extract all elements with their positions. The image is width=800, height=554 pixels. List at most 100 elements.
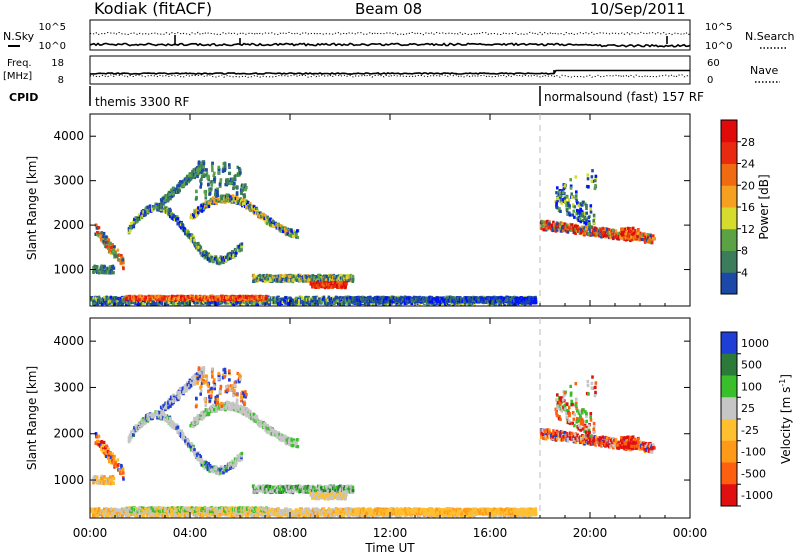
power-cell: [296, 235, 300, 240]
power-cell: [229, 180, 232, 184]
power-cell: [192, 168, 196, 172]
power-cell: [100, 302, 104, 306]
power-cell: [259, 275, 263, 279]
power-cell: [265, 222, 269, 226]
power-cell: [205, 295, 209, 300]
power-cell: [292, 231, 296, 235]
power-cell: [240, 242, 244, 246]
power-cell: [208, 192, 212, 196]
power-cell: [243, 201, 247, 206]
power-cell: [194, 244, 198, 248]
power-cell: [162, 196, 165, 200]
nave-right-tick-bottom: 0: [707, 75, 713, 86]
power-cell: [212, 255, 216, 259]
power-cell: [197, 248, 200, 252]
power-cell: [102, 237, 105, 241]
power-cell: [227, 252, 231, 256]
power-cell: [243, 193, 246, 197]
power-cell: [167, 300, 171, 304]
power-cell: [418, 302, 421, 306]
power-cell: [276, 299, 279, 303]
power-cell: [323, 298, 326, 302]
power-cell: [169, 188, 173, 192]
power-cell: [94, 269, 97, 273]
power-cell: [335, 300, 339, 304]
power-cell: [258, 296, 261, 300]
power-cell: [213, 177, 216, 181]
power-cell: [140, 211, 144, 215]
power-cell: [228, 163, 231, 167]
power-cell: [253, 210, 257, 214]
power-cell: [279, 224, 283, 228]
power-cell: [266, 215, 269, 219]
power-cell: [215, 201, 218, 205]
power-cell: [222, 260, 225, 265]
power-cell: [100, 264, 104, 268]
power-cell: [227, 256, 231, 260]
power-cell: [198, 167, 202, 171]
power-cell: [176, 299, 180, 303]
power-cell: [181, 223, 184, 227]
power-cell: [246, 296, 249, 300]
power-cell: [184, 230, 187, 234]
power-cell: [172, 298, 175, 302]
power-cell: [200, 248, 204, 252]
power-cell: [198, 300, 201, 304]
power-cell: [278, 226, 282, 231]
power-cell: [184, 232, 187, 236]
power-cell: [152, 302, 156, 306]
power-cell: [204, 173, 208, 177]
power-cell: [176, 222, 179, 226]
power-cell: [100, 236, 103, 240]
power-cell: [270, 278, 273, 282]
power-cell: [238, 246, 241, 251]
power-cell: [236, 248, 240, 252]
power-cell: [202, 206, 206, 211]
power-cell: [284, 296, 287, 300]
power-cell: [192, 211, 196, 215]
power-cell: [249, 295, 253, 299]
power-cell: [281, 300, 285, 304]
power-cell: [308, 297, 312, 301]
power-cell: [305, 300, 308, 304]
power-cell: [281, 229, 285, 234]
power-cell: [95, 265, 98, 269]
power-cell: [184, 302, 187, 306]
power-cell: [108, 242, 111, 246]
power-cell: [167, 198, 170, 202]
power-cell: [234, 199, 237, 203]
power-cell: [271, 278, 275, 282]
power-cell: [157, 302, 160, 306]
power-cell: [264, 279, 267, 283]
power-cell: [169, 197, 172, 201]
power-cell: [129, 298, 132, 302]
power-cell: [170, 212, 173, 216]
power-cell: [171, 216, 175, 220]
power-cell: [268, 301, 271, 305]
nave-trace: [89, 74, 691, 78]
power-cell: [278, 298, 281, 302]
power-cell: [138, 294, 141, 298]
power-cell: [250, 302, 254, 306]
freq-left-tick-bottom: 8: [58, 75, 64, 86]
power-cell: [106, 240, 110, 244]
noise-right-tick-top: 10^5: [705, 22, 732, 33]
power-cell: [142, 302, 145, 306]
power-cell: [283, 299, 286, 303]
power-cell: [206, 176, 209, 180]
power-cell: [96, 298, 100, 302]
power-cell: [162, 202, 165, 206]
date-title: 10/Sep/2011: [590, 0, 686, 18]
power-cell: [189, 239, 193, 243]
power-cell: [252, 273, 255, 277]
power-cell: [196, 174, 199, 179]
power-cell: [473, 302, 476, 306]
power-cell: [284, 227, 287, 231]
power-cell: [208, 254, 212, 258]
power-cell: [358, 302, 362, 306]
power-cell: [271, 275, 275, 279]
power-cell: [374, 302, 378, 306]
power-cell: [216, 193, 220, 197]
power-cell: [294, 233, 298, 237]
power-cell: [177, 185, 181, 189]
